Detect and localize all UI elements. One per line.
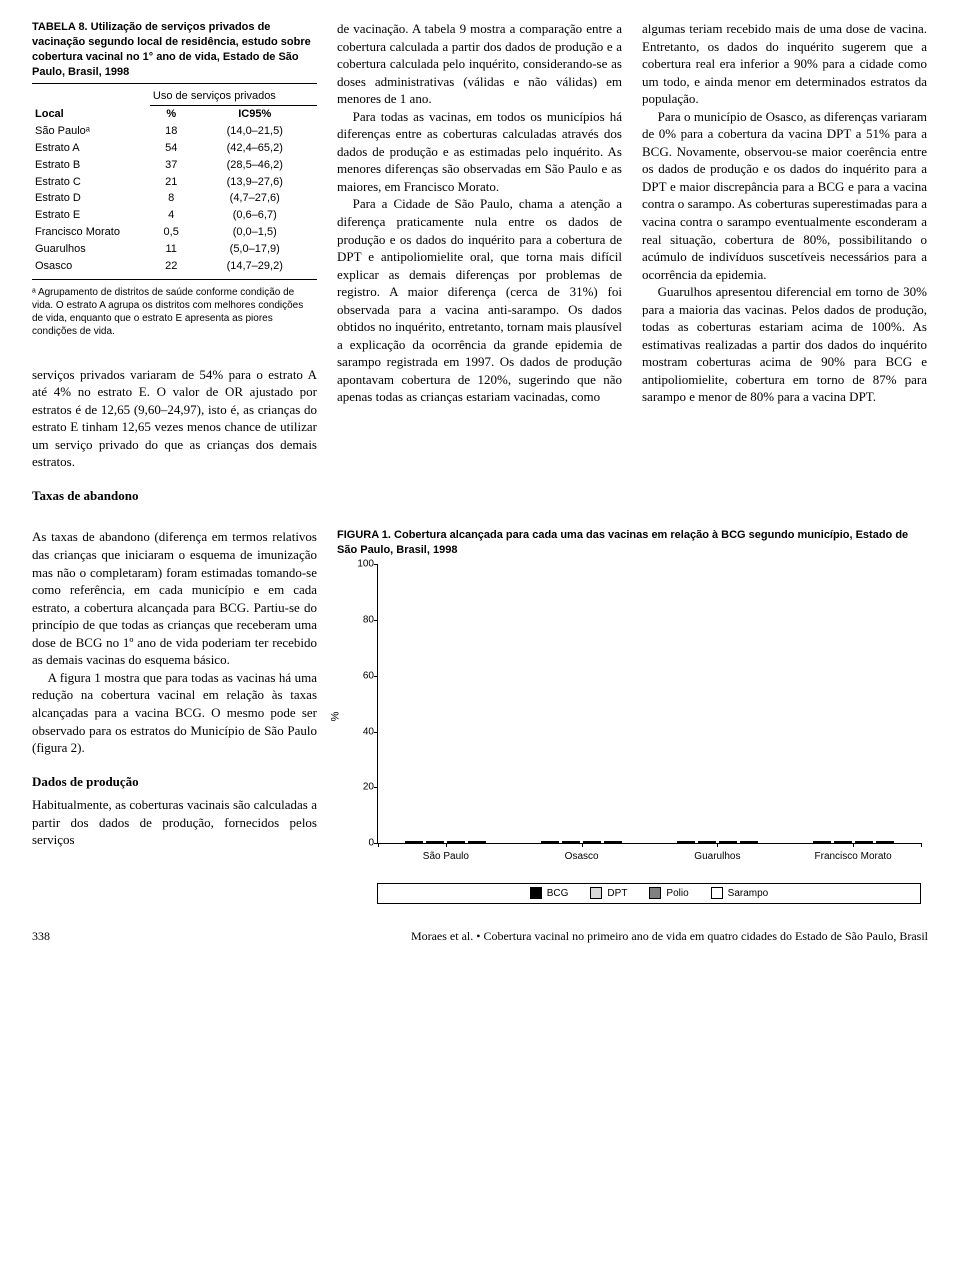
heading-dados: Dados de produção bbox=[32, 773, 317, 791]
page-number: 338 bbox=[32, 928, 50, 944]
x-label: Guarulhos bbox=[694, 850, 740, 864]
bar bbox=[426, 841, 444, 843]
bar bbox=[834, 841, 852, 843]
bar bbox=[698, 841, 716, 843]
bar-chart: % 020406080100São PauloOsascoGuarulhosFr… bbox=[337, 564, 927, 904]
table-row: Osasco22(14,7–29,2) bbox=[32, 258, 317, 275]
legend-item: BCG bbox=[530, 887, 569, 901]
table-superheader: Uso de serviços privados bbox=[150, 88, 317, 105]
bar bbox=[855, 841, 873, 843]
lower-left-text2: Habitualmente, as coberturas vacinais sã… bbox=[32, 796, 317, 849]
table-row: Francisco Morato0,5(0,0–1,5) bbox=[32, 224, 317, 241]
x-label: São Paulo bbox=[423, 850, 469, 864]
legend-item: DPT bbox=[590, 887, 627, 901]
bar bbox=[468, 841, 486, 843]
table-caption: TABELA 8. Utilização de serviços privado… bbox=[32, 20, 317, 79]
table-row: Estrato C21(13,9–27,6) bbox=[32, 174, 317, 191]
col-local: Local bbox=[32, 106, 150, 123]
bar bbox=[813, 841, 831, 843]
left-paragraph: serviços privados variaram de 54% para o… bbox=[32, 366, 317, 471]
y-tick: 0 bbox=[346, 836, 374, 850]
table-data: Uso de serviços privados Local % IC95% S… bbox=[32, 88, 317, 274]
bar bbox=[541, 841, 559, 843]
chart-legend: BCG DPT Polio Sarampo bbox=[377, 883, 921, 905]
table-row: São Pauloᵃ18(14,0–21,5) bbox=[32, 123, 317, 140]
y-tick: 60 bbox=[346, 669, 374, 683]
bar bbox=[740, 841, 758, 843]
table-row: Guarulhos11(5,0–17,9) bbox=[32, 241, 317, 258]
y-tick: 80 bbox=[346, 613, 374, 627]
bar bbox=[447, 841, 465, 843]
legend-item: Sarampo bbox=[711, 887, 769, 901]
bar bbox=[562, 841, 580, 843]
table-footnote: ᵃ Agrupamento de distritos de saúde conf… bbox=[32, 286, 317, 338]
lower-left-text: As taxas de abandono (diferença em termo… bbox=[32, 528, 317, 756]
bar bbox=[677, 841, 695, 843]
right-column: algumas teriam recebido mais de uma dose… bbox=[642, 20, 927, 510]
bar bbox=[583, 841, 601, 843]
col-pct: % bbox=[150, 106, 193, 123]
legend-item: Polio bbox=[649, 887, 688, 901]
middle-column: de vacinação. A tabela 9 mostra a compar… bbox=[337, 20, 622, 510]
bar bbox=[604, 841, 622, 843]
table-row: Estrato E4(0,6–6,7) bbox=[32, 207, 317, 224]
running-head: Moraes et al. • Cobertura vacinal no pri… bbox=[411, 928, 928, 944]
table-8: TABELA 8. Utilização de serviços privado… bbox=[32, 20, 317, 338]
table-row: Estrato D8(4,7–27,6) bbox=[32, 190, 317, 207]
col-ic: IC95% bbox=[192, 106, 317, 123]
y-axis-label: % bbox=[328, 712, 343, 722]
table-row: Estrato B37(28,5–46,2) bbox=[32, 157, 317, 174]
bar bbox=[876, 841, 894, 843]
figure-caption: FIGURA 1. Cobertura alcançada para cada … bbox=[337, 528, 927, 558]
x-label: Francisco Morato bbox=[815, 850, 892, 864]
figure-1: FIGURA 1. Cobertura alcançada para cada … bbox=[337, 528, 927, 904]
bar bbox=[405, 841, 423, 843]
page-footer: 338 Moraes et al. • Cobertura vacinal no… bbox=[32, 928, 928, 944]
table-row: Estrato A54(42,4–65,2) bbox=[32, 140, 317, 157]
y-tick: 40 bbox=[346, 725, 374, 739]
x-label: Osasco bbox=[565, 850, 599, 864]
bar bbox=[719, 841, 737, 843]
y-tick: 20 bbox=[346, 781, 374, 795]
heading-taxas: Taxas de abandono bbox=[32, 487, 317, 505]
y-tick: 100 bbox=[346, 557, 374, 571]
